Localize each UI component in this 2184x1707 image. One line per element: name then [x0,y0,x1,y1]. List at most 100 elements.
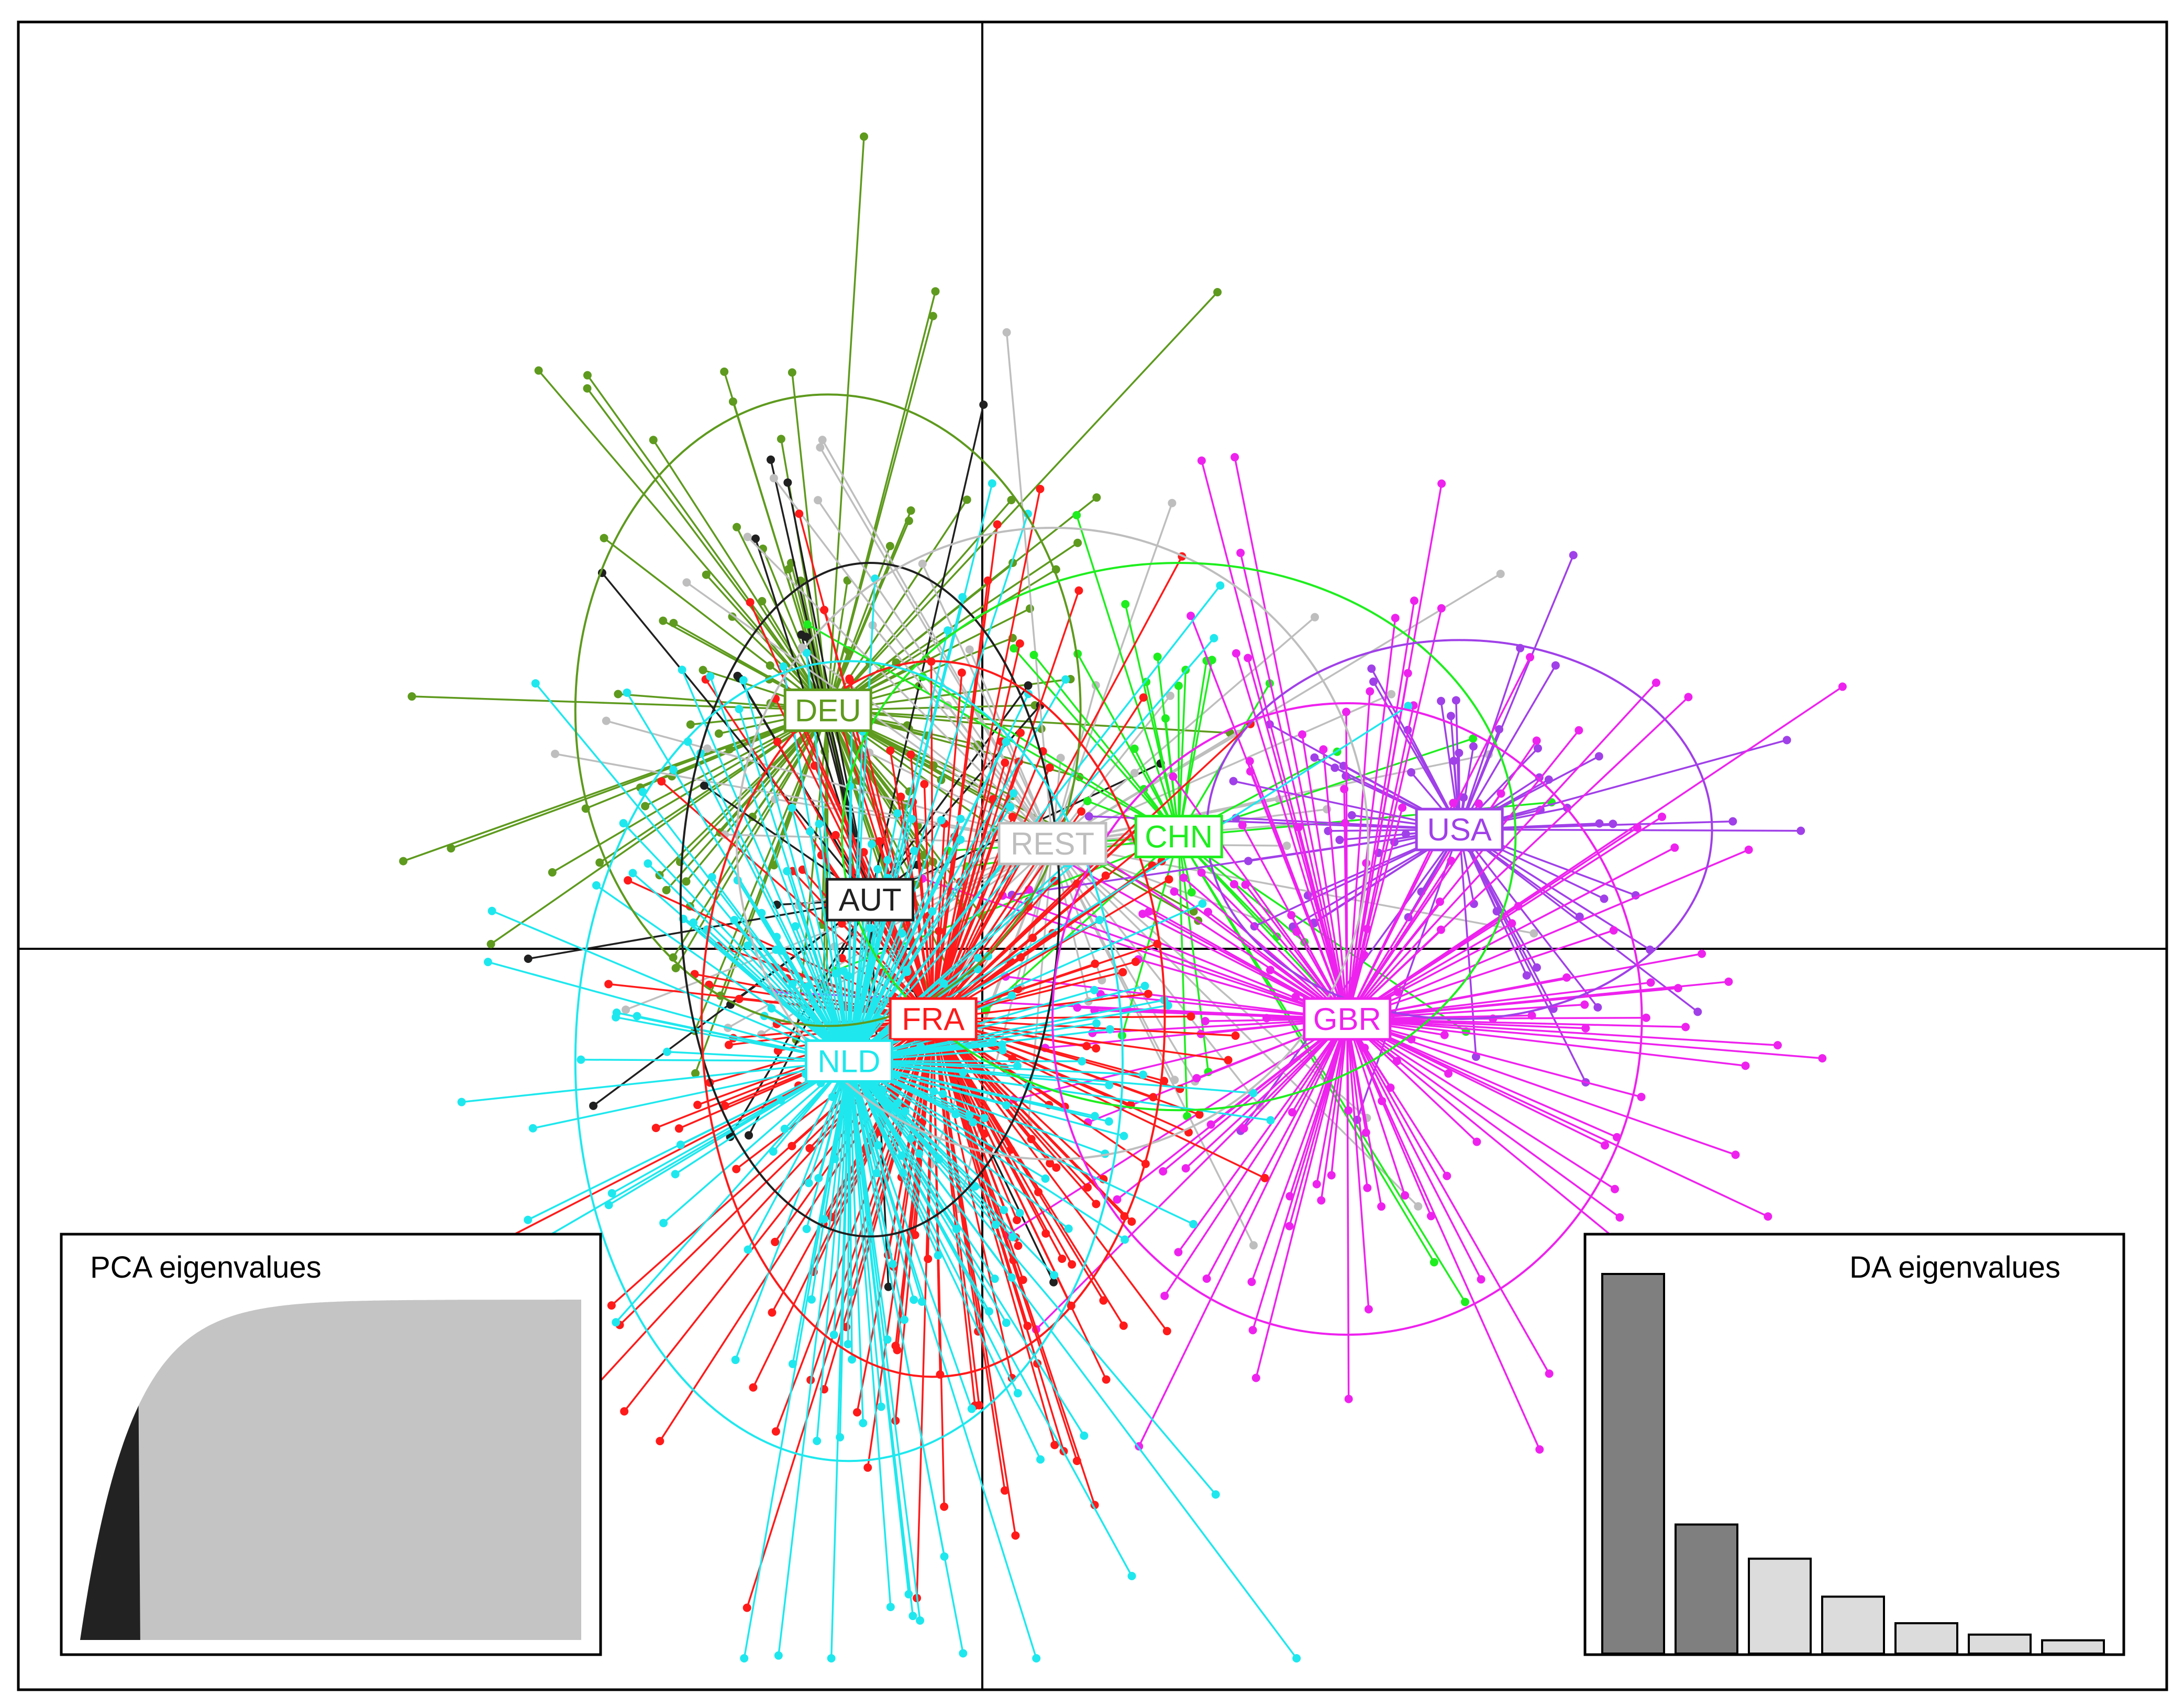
data-point [1595,752,1603,760]
data-point [1229,777,1238,785]
data-point [731,1356,740,1364]
data-point [959,1649,967,1657]
data-point [604,980,613,988]
data-point [614,690,622,699]
data-point [898,929,906,938]
group-label-usa: USA [1416,809,1502,850]
data-point [886,1603,895,1611]
data-point [767,456,775,464]
data-point [600,534,608,542]
da-bar [1895,1623,1957,1654]
data-point [1139,1071,1147,1079]
data-point [669,619,678,627]
data-point [487,940,495,948]
data-point [820,1215,828,1223]
data-point [1073,1457,1081,1465]
data-point [1292,1654,1301,1662]
data-point [706,672,714,681]
group-label-gbr: GBR [1304,999,1390,1039]
da-bar [2042,1641,2104,1654]
data-point [749,1383,757,1392]
data-point [1102,871,1110,880]
data-point [1526,653,1534,661]
data-point [957,815,965,823]
data-point [1601,1141,1609,1149]
data-point [608,1189,616,1198]
data-point [1246,757,1254,766]
data-point [699,666,707,674]
data-point [1534,744,1542,752]
data-point [702,571,711,579]
data-point [1187,1012,1195,1021]
data-point [1244,857,1252,865]
data-point [1262,1014,1271,1022]
data-point [551,750,559,758]
data-point [1681,1023,1690,1031]
data-point [1414,1202,1422,1211]
data-point [1593,1003,1602,1012]
data-point [1230,453,1239,461]
data-point [739,676,748,684]
data-point [907,750,915,759]
data-point [1210,634,1218,642]
data-point [1461,1298,1469,1306]
data-point [1011,1532,1019,1540]
data-point [1477,1275,1485,1283]
data-point [910,1295,918,1304]
data-point [1198,900,1206,908]
data-point [832,831,840,839]
data-point [1398,803,1406,812]
data-point [1006,803,1014,811]
data-point [399,857,407,866]
data-point [682,877,691,885]
data-point [1080,1432,1088,1440]
data-point [1130,745,1139,753]
data-point [729,397,737,406]
data-point [1341,819,1349,827]
data-point [620,1407,628,1415]
data-point [592,881,601,890]
data-point [783,479,792,487]
data-point [963,495,971,504]
data-point [1179,873,1188,882]
data-point [1327,1171,1336,1179]
data-point [1764,1212,1772,1221]
data-point [1407,768,1415,777]
data-point [1212,1490,1220,1499]
data-point [1058,1255,1066,1263]
data-point [488,907,496,915]
data-point [1367,664,1376,673]
data-point [1082,1042,1091,1050]
data-point [1105,1117,1113,1126]
data-point [1083,797,1092,805]
data-point [805,1144,814,1152]
data-point [1014,1242,1022,1250]
data-point [1742,1061,1750,1070]
data-point [1019,1276,1027,1284]
data-point [1319,745,1327,753]
data-point [1032,1654,1040,1662]
data-point [1083,1183,1092,1192]
data-point [774,1651,783,1660]
da-eigenvalues-inset: DA eigenvalues [1585,1234,2124,1655]
data-point [1078,1057,1086,1066]
data-point [659,617,667,625]
data-point [993,520,1002,529]
data-point [1216,581,1224,590]
data-point [1141,982,1149,990]
data-point [1001,1487,1009,1495]
data-point [1176,1084,1184,1093]
data-point [677,1140,685,1149]
data-point [1724,978,1733,986]
data-point [1745,846,1753,854]
data-point [937,816,946,824]
data-point [969,1118,977,1127]
data-point [1437,480,1446,488]
data-point [1016,1209,1024,1217]
data-point [1298,730,1306,739]
data-point [1119,1132,1128,1140]
data-point [1001,759,1009,767]
data-point [916,1616,924,1625]
data-point [531,679,540,688]
data-point [1340,785,1348,793]
